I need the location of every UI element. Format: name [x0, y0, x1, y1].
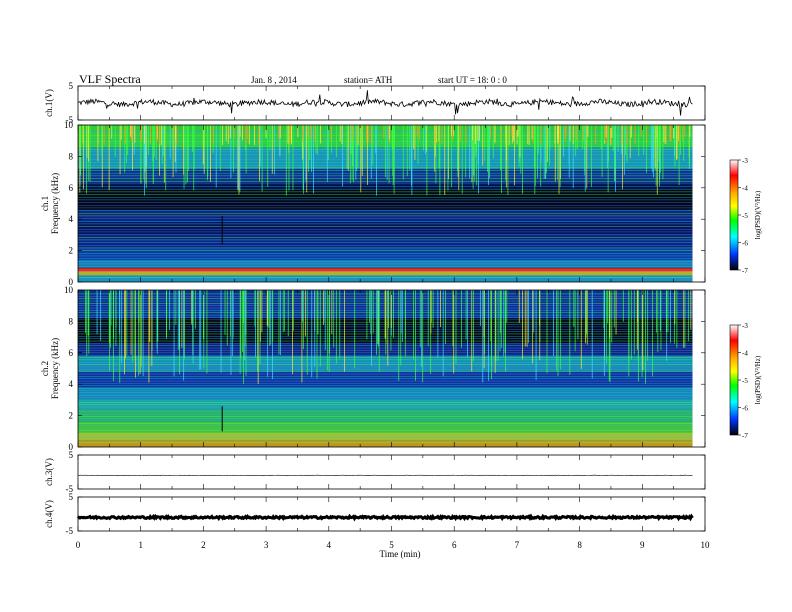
y-axis-label-frequency: Frequency (kHz)	[50, 338, 60, 399]
y-tick-label: 4	[69, 379, 74, 389]
y-tick-label: 5	[69, 81, 74, 91]
panel-frame	[77, 496, 706, 532]
x-tick-label: 1	[138, 540, 143, 550]
frequency-band	[78, 247, 693, 261]
ch3-waveform-panel: 5 -5 ch.3(V)	[44, 450, 706, 494]
x-tick-label: 9	[640, 540, 645, 550]
y-tick-label: 8	[69, 316, 74, 326]
colorbar-tick-label: -7	[742, 432, 748, 440]
ch2-spectrogram-panel: 10 8 6 4 2 0 ch.2 Frequency (kHz)	[40, 285, 706, 452]
colorbar-tick-label: -4	[742, 350, 748, 358]
waveform-trace	[77, 90, 693, 116]
colorbar-tick-label: -3	[742, 157, 748, 165]
colorbar-tick-label: -5	[742, 377, 748, 385]
colorbar-tick-label: -7	[742, 267, 748, 275]
y-axis-label: ch.2	[40, 361, 50, 376]
x-tick-label: 2	[201, 540, 206, 550]
x-tick-label: 10	[701, 540, 711, 550]
colorbar-label: log(PSD)(V²/Hz)	[754, 355, 762, 404]
frequency-band	[78, 234, 693, 248]
y-tick-label: 6	[69, 183, 74, 193]
y-tick-label: -5	[66, 115, 74, 125]
frequency-band	[78, 271, 693, 276]
panel-frame	[77, 85, 706, 121]
ch4-waveform-panel: 5 -5 ch.4(V)	[44, 492, 706, 536]
y-tick-label: 6	[69, 348, 74, 358]
y-tick-label: 8	[69, 151, 74, 161]
colorbar-gradient	[729, 159, 739, 271]
x-tick-label: 7	[515, 540, 520, 550]
figure-title: VLF Spectra	[79, 72, 141, 86]
x-tick-label: 4	[327, 540, 332, 550]
y-tick-label: 2	[69, 246, 74, 256]
frequency-band	[78, 222, 693, 235]
y-tick-label: 0	[69, 277, 74, 287]
panel-frame	[77, 454, 706, 490]
waveform-trace	[76, 513, 694, 522]
frequency-band	[78, 440, 693, 447]
frequency-band	[78, 421, 693, 433]
date-label: Jan. 8 , 2014	[251, 75, 297, 85]
colorbar-tick-label: -4	[742, 185, 748, 193]
colorbar-label: log(PSD)(V²/Hz)	[754, 190, 762, 239]
colorbar-ch2: -3 -4 -5 -6 -7 log(PSD)(V²/Hz)	[729, 322, 762, 440]
colorbar-gradient	[729, 324, 739, 436]
y-tick-label: 10	[64, 120, 74, 130]
y-tick-label: 2	[69, 411, 74, 421]
ch1-waveform-panel: 5 -5 ch.1(V)	[44, 81, 706, 125]
frequency-band	[78, 432, 693, 441]
frequency-band	[78, 275, 693, 282]
y-tick-label: 10	[64, 285, 74, 295]
y-tick-label: -5	[66, 526, 74, 536]
waveform-trace	[77, 474, 693, 477]
frequency-band	[78, 189, 693, 210]
x-tick-label: 6	[452, 540, 457, 550]
frequency-band	[78, 183, 693, 190]
time-axis: 0 1 2 3 4 5 6 7 8 9 10	[76, 540, 710, 550]
y-tick-label: -5	[66, 484, 74, 494]
x-axis-label: Time (min)	[380, 549, 421, 559]
colorbar-tick-label: -6	[742, 240, 748, 248]
y-axis-label: ch.1	[40, 196, 50, 211]
x-tick-label: 8	[577, 540, 582, 550]
y-tick-label: 5	[69, 450, 74, 460]
colorbar-tick-label: -5	[742, 212, 748, 220]
x-tick-label: 3	[264, 540, 269, 550]
start-time-label: start UT = 18: 0 : 0	[438, 75, 507, 85]
y-axis-label: ch.1(V)	[44, 89, 54, 117]
x-tick-label: 0	[76, 540, 81, 550]
colorbar-ch1: -3 -4 -5 -6 -7 log(PSD)(V²/Hz)	[729, 157, 762, 275]
y-axis-label: ch.3(V)	[44, 458, 54, 486]
y-tick-label: 0	[69, 442, 74, 452]
y-axis-label: ch.4(V)	[44, 500, 54, 528]
colorbar-tick-label: -3	[742, 322, 748, 330]
y-tick-label: 5	[69, 492, 74, 502]
ch1-spectrogram-panel: 10 8 6 4 2 0 ch.1 Frequency (kHz)	[40, 120, 706, 287]
station-label: station= ATH	[344, 75, 393, 85]
x-tick-label: 5	[389, 540, 394, 550]
frequency-band	[78, 409, 693, 422]
frequency-band	[78, 343, 693, 356]
y-axis-label-frequency: Frequency (kHz)	[50, 173, 60, 234]
colorbar-tick-label: -6	[742, 405, 748, 413]
y-tick-label: 4	[69, 214, 74, 224]
frequency-band	[78, 387, 693, 400]
